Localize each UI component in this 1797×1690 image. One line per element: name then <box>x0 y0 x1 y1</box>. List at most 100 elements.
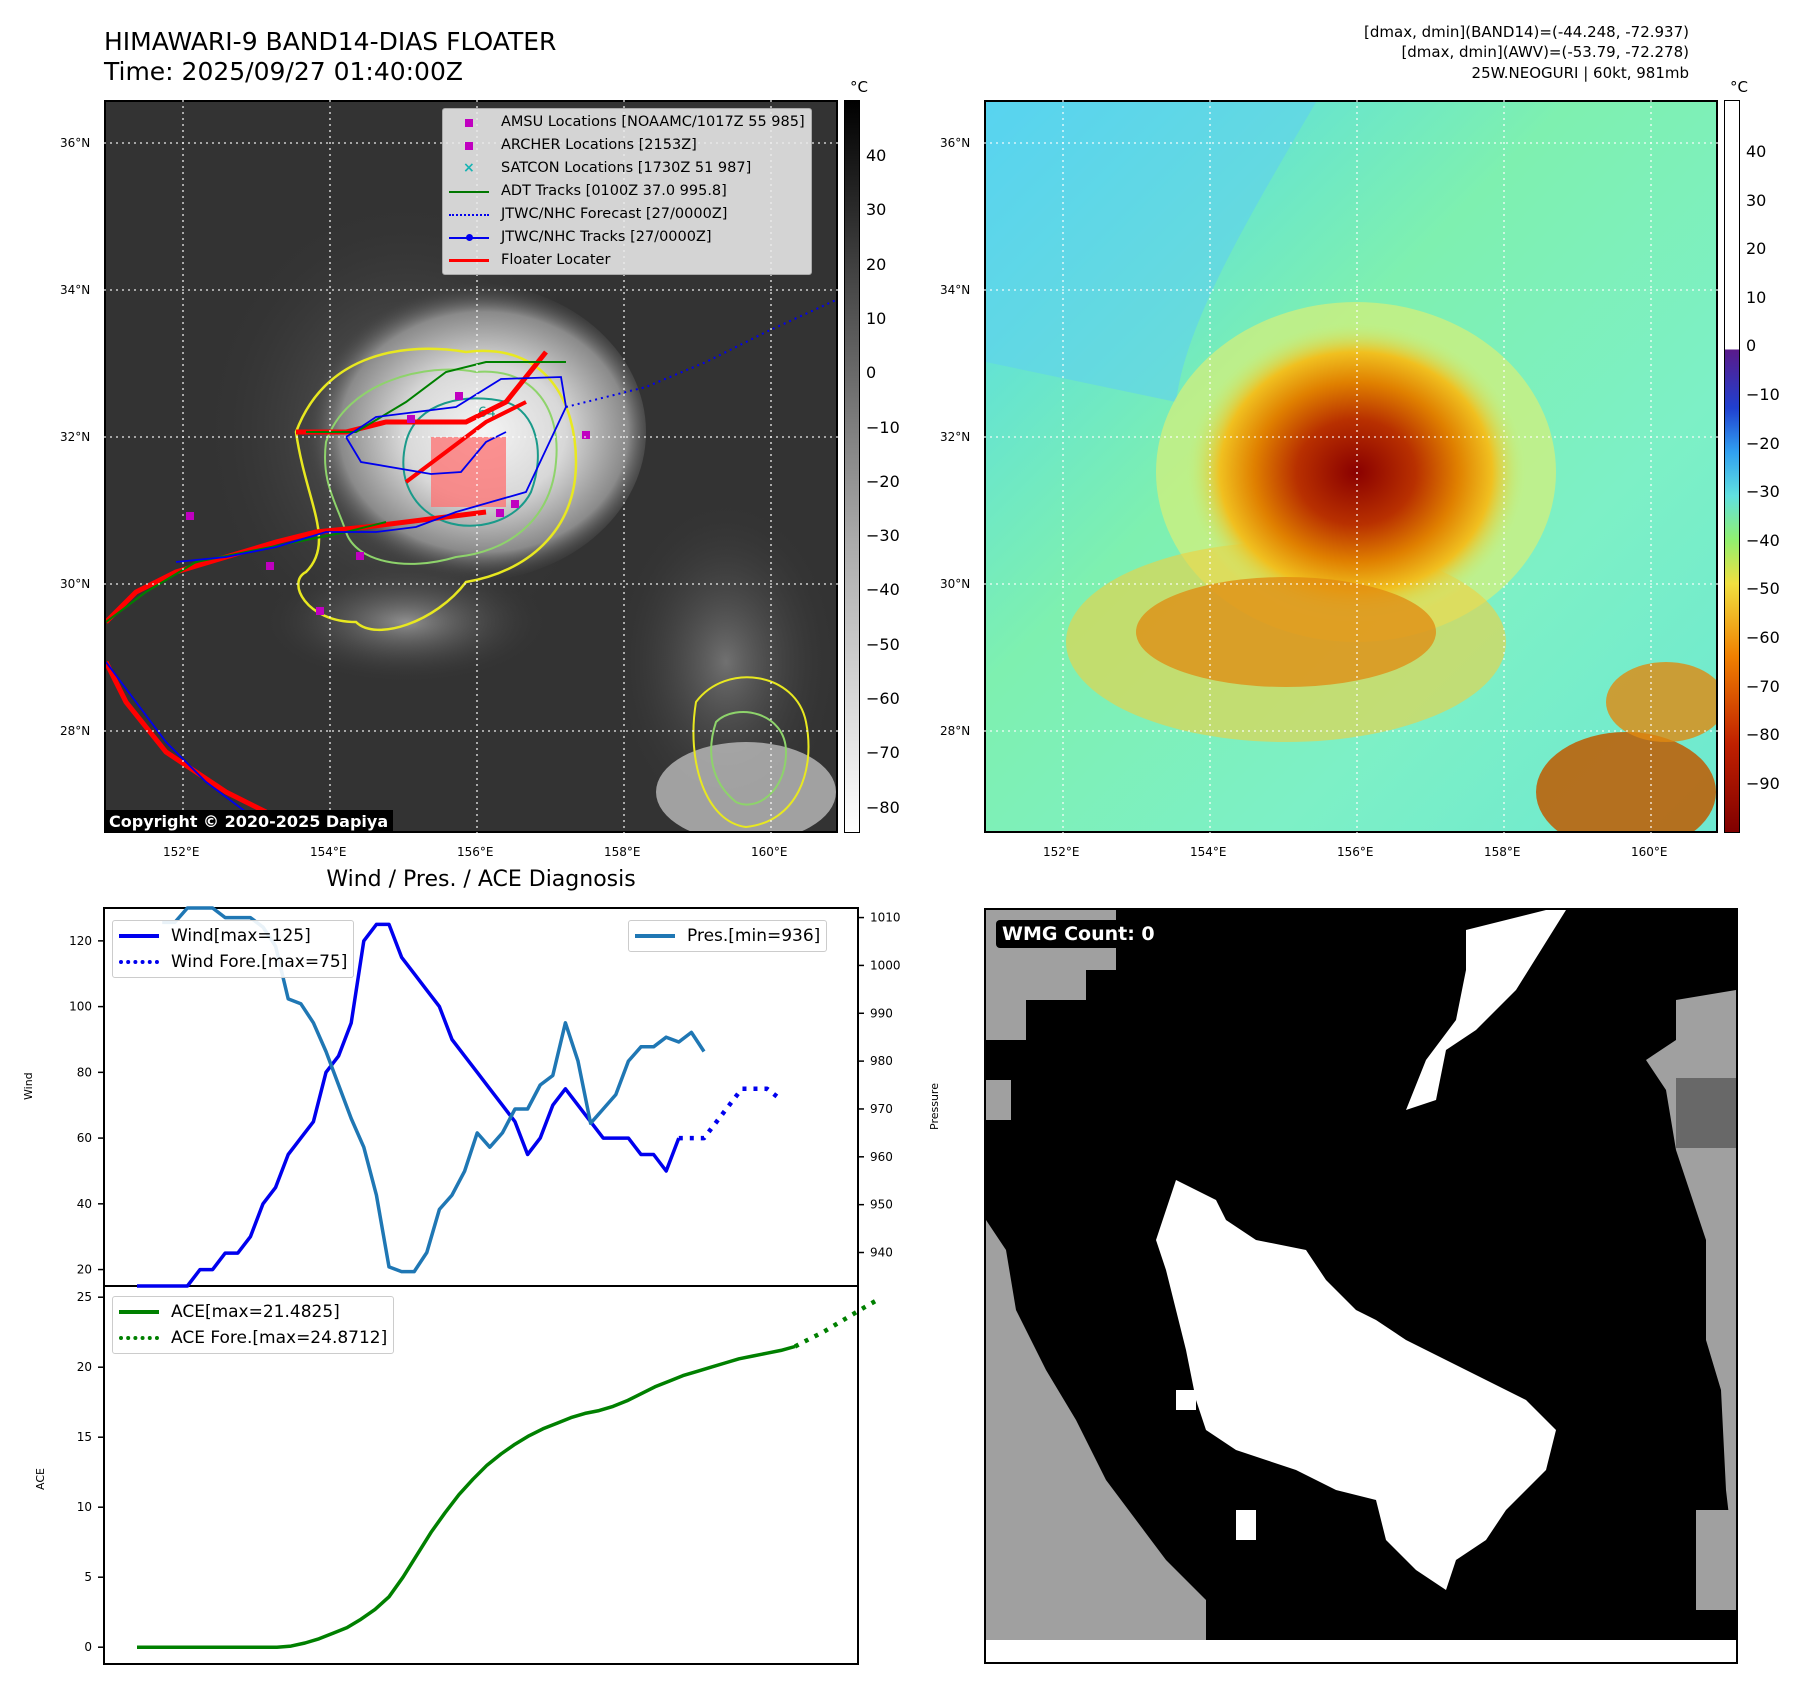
copyright-badge: Copyright © 2020-2025 Dapiya <box>104 810 394 833</box>
wind-tick-label: 100 <box>69 1000 92 1014</box>
ir-colorbar-tick: 40 <box>866 146 887 165</box>
legend-item-ace-forecast: ACE Fore.[max=24.8712] <box>119 1325 387 1351</box>
pressure-tick-label: 990 <box>870 1006 893 1020</box>
legend-item-wind-forecast: Wind Fore.[max=75] <box>119 949 347 975</box>
awv-colorbar-tick: 10 <box>1746 287 1767 307</box>
ir-lat-label: 34°N <box>60 283 91 297</box>
wind-line <box>137 922 681 1288</box>
awv-lon-label: 160°E <box>1631 845 1668 859</box>
awv-colorbar-tick: 40 <box>1746 142 1767 161</box>
ir-lat-label: 30°N <box>60 577 91 591</box>
awv-colorbar-tick: −60 <box>1746 628 1780 647</box>
legend-item-forecast: JTWC/NHC Forecast [27/0000Z] <box>449 203 805 226</box>
square-marker-icon <box>449 139 489 153</box>
figure-time: Time: 2025/09/27 01:40:00Z <box>104 57 463 86</box>
awv-colorbar-tick: 0 <box>1746 336 1757 356</box>
legend-label: JTWC/NHC Tracks [27/0000Z] <box>501 229 712 245</box>
awv-satellite-image <box>986 102 1716 831</box>
ir-colorbar-tick: −80 <box>866 797 900 817</box>
line-dot-icon <box>449 231 489 245</box>
pressure-tick-label: 950 <box>870 1198 893 1212</box>
awv-colorbar-tick: −50 <box>1746 579 1780 599</box>
legend-item-tracks: JTWC/NHC Tracks [27/0000Z] <box>449 226 805 249</box>
pressure-tick-label: 1010 <box>870 911 901 925</box>
awv-colorbar-tick: 20 <box>1746 239 1767 259</box>
diagnosis-title: Wind / Pres. / ACE Diagnosis <box>326 867 636 892</box>
ir-colorbar-tick: −40 <box>866 580 900 600</box>
awv-lat-label: 30°N <box>940 577 971 591</box>
legend-item-adt: ADT Tracks [0100Z 37.0 995.8] <box>449 180 805 203</box>
legend-item-satcon: × SATCON Locations [1730Z 51 987] <box>449 157 805 180</box>
legend-item-floater: Floater Locater <box>449 249 805 272</box>
ir-lat-label: 36°N <box>60 136 91 150</box>
awv-colorbar-tick: 30 <box>1746 190 1767 210</box>
pressure-tick-label: 960 <box>870 1150 893 1164</box>
awv-lat-label: 36°N <box>940 136 971 150</box>
wind-forecast-line <box>678 1086 781 1141</box>
ir-colorbar-tick: −30 <box>866 526 900 546</box>
awv-gridlines <box>984 100 1718 833</box>
ir-colorbar-tick: −20 <box>866 471 900 491</box>
line-marker-icon <box>449 254 489 268</box>
ace-tick-label: 10 <box>77 1500 92 1514</box>
legend-label: Floater Locater <box>501 252 611 268</box>
ace-tick-label: 5 <box>84 1570 92 1584</box>
awv-lat-label: 34°N <box>940 283 971 297</box>
awv-lat-label: 28°N <box>940 724 971 738</box>
awv-colorbar-tick: −40 <box>1746 530 1780 550</box>
ir-colorbar-tick: 20 <box>866 254 887 274</box>
ir-colorbar-tick: −70 <box>866 743 900 763</box>
wind-tick-label: 60 <box>77 1131 92 1145</box>
awv-colorbar-unit: °C <box>1730 78 1748 96</box>
ace-tick-label: 15 <box>77 1430 92 1444</box>
legend-item-archer: ARCHER Locations [2153Z] <box>449 134 805 157</box>
wmg-image <box>986 910 1736 1662</box>
awv-colorbar-tick: −10 <box>1746 385 1780 404</box>
line-marker-icon <box>119 929 159 943</box>
legend-label: ADT Tracks [0100Z 37.0 995.8] <box>501 183 727 199</box>
dotted-line-icon <box>119 1331 159 1345</box>
x-marker-icon: × <box>463 159 475 176</box>
ace-forecast-line <box>793 1297 881 1349</box>
awv-colorbar-tick: −70 <box>1746 676 1780 696</box>
ir-lat-label: 28°N <box>60 724 91 738</box>
ir-colorbar-tick: 10 <box>866 308 887 328</box>
pressure-axis-label: Pressure <box>928 1083 941 1130</box>
pressure-legend: Pres.[min=936] <box>628 920 828 952</box>
ir-lat-label: 32°N <box>60 430 91 444</box>
ir-colorbar-tick: −10 <box>866 417 900 437</box>
legend-label: ACE Fore.[max=24.8712] <box>171 1328 388 1348</box>
legend-item-pressure: Pres.[min=936] <box>635 923 820 949</box>
awv-lon-label: 152°E <box>1043 845 1080 859</box>
wind-tick-label: 40 <box>77 1197 92 1211</box>
square-marker-icon <box>449 116 489 130</box>
wmg-count-badge: WMG Count: 0 <box>996 920 1161 948</box>
storm-info: 25W.NEOGURI | 60kt, 981mb <box>1471 64 1689 82</box>
ir-lon-label: 152°E <box>163 845 200 859</box>
awv-lon-label: 156°E <box>1337 845 1374 859</box>
ace-legend: ACE[max=21.4825] ACE Fore.[max=24.8712] <box>112 1296 395 1354</box>
legend-label: Wind[max=125] <box>171 926 311 946</box>
legend-label: ARCHER Locations [2153Z] <box>501 137 697 153</box>
ir-lon-label: 154°E <box>310 845 347 859</box>
legend-label: Wind Fore.[max=75] <box>171 952 348 972</box>
wind-tick-label: 120 <box>69 934 92 948</box>
ir-colorbar-tick: −50 <box>866 634 900 654</box>
awv-lat-label: 32°N <box>940 430 971 444</box>
awv-colorbar <box>1724 100 1740 833</box>
ir-legend: AMSU Locations [NOAAMC/1017Z 55 985] ARC… <box>442 108 812 275</box>
awv-satellite-panel <box>984 100 1718 833</box>
legend-label: AMSU Locations [NOAAMC/1017Z 55 985] <box>501 114 805 130</box>
figure-title: HIMAWARI-9 BAND14-DIAS FLOATER <box>104 27 557 56</box>
awv-colorbar-tick: −20 <box>1746 433 1780 453</box>
ace-tick-label: 20 <box>77 1360 92 1374</box>
legend-label: SATCON Locations [1730Z 51 987] <box>501 160 752 176</box>
pressure-tick-label: 970 <box>870 1102 893 1116</box>
wind-pressure-ace-chart: 2040608010012094095096097098099010001010… <box>69 906 901 1665</box>
wind-tick-label: 80 <box>77 1065 92 1079</box>
awv-colorbar-tick: −80 <box>1746 725 1780 745</box>
wind-tick-label: 20 <box>77 1263 92 1277</box>
pressure-line <box>162 906 706 1274</box>
wind-axis-label: Wind <box>22 1072 35 1100</box>
pressure-tick-label: 1000 <box>870 958 901 972</box>
